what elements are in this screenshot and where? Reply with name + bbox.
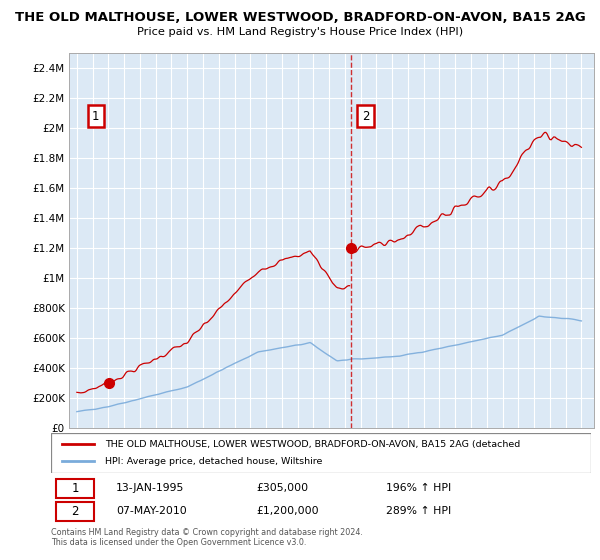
Text: 2: 2: [362, 110, 369, 123]
Text: 1: 1: [71, 482, 79, 494]
Text: 07-MAY-2010: 07-MAY-2010: [116, 506, 187, 516]
Text: HPI: Average price, detached house, Wiltshire: HPI: Average price, detached house, Wilt…: [105, 456, 322, 465]
Text: 196% ↑ HPI: 196% ↑ HPI: [386, 483, 451, 493]
Text: Price paid vs. HM Land Registry's House Price Index (HPI): Price paid vs. HM Land Registry's House …: [137, 27, 463, 37]
FancyBboxPatch shape: [56, 502, 94, 521]
Text: £1,200,000: £1,200,000: [256, 506, 319, 516]
Text: Contains HM Land Registry data © Crown copyright and database right 2024.: Contains HM Land Registry data © Crown c…: [51, 528, 363, 536]
Text: £305,000: £305,000: [256, 483, 308, 493]
Text: 2: 2: [71, 505, 79, 518]
Text: 13-JAN-1995: 13-JAN-1995: [116, 483, 184, 493]
Text: 1: 1: [92, 110, 100, 123]
Text: THE OLD MALTHOUSE, LOWER WESTWOOD, BRADFORD-ON-AVON, BA15 2AG: THE OLD MALTHOUSE, LOWER WESTWOOD, BRADF…: [14, 11, 586, 24]
Text: This data is licensed under the Open Government Licence v3.0.: This data is licensed under the Open Gov…: [51, 538, 307, 547]
FancyBboxPatch shape: [56, 479, 94, 498]
Text: THE OLD MALTHOUSE, LOWER WESTWOOD, BRADFORD-ON-AVON, BA15 2AG (detached: THE OLD MALTHOUSE, LOWER WESTWOOD, BRADF…: [105, 440, 520, 449]
Text: 289% ↑ HPI: 289% ↑ HPI: [386, 506, 451, 516]
